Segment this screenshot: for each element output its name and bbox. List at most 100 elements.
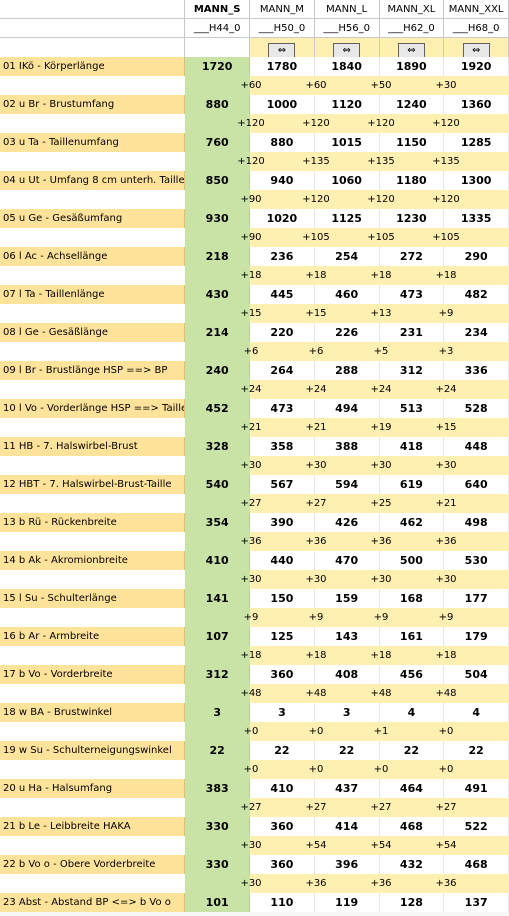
value-cell-xl[interactable]: 1150 <box>379 133 445 152</box>
value-cell-s[interactable]: 354 <box>185 513 251 532</box>
value-cell-xxl[interactable]: 137 <box>444 893 509 912</box>
value-cell-s[interactable]: 330 <box>185 817 251 836</box>
value-cell-s[interactable]: 760 <box>185 133 251 152</box>
arrow-button-l[interactable]: ⇔ <box>333 43 361 57</box>
value-cell-s[interactable]: 141 <box>185 589 251 608</box>
value-cell-l[interactable]: 1125 <box>314 209 380 228</box>
value-cell-s[interactable]: 101 <box>185 893 251 912</box>
value-cell-s[interactable]: 3 <box>185 703 251 722</box>
value-cell-xxl[interactable]: 4 <box>444 703 509 722</box>
value-cell-xl[interactable]: 128 <box>379 893 445 912</box>
value-cell-s[interactable]: 410 <box>185 551 251 570</box>
value-cell-s[interactable]: 22 <box>185 741 251 760</box>
value-cell-xxl[interactable]: 448 <box>444 437 509 456</box>
value-cell-m[interactable]: 473 <box>250 399 315 418</box>
value-cell-s[interactable]: 1720 <box>185 57 251 76</box>
value-cell-xxl[interactable]: 1300 <box>444 171 509 190</box>
value-cell-xl[interactable]: 468 <box>379 817 445 836</box>
value-cell-l[interactable]: 1060 <box>314 171 380 190</box>
value-cell-s[interactable]: 930 <box>185 209 251 228</box>
value-cell-m[interactable]: 1000 <box>250 95 315 114</box>
value-cell-xl[interactable]: 513 <box>379 399 445 418</box>
value-cell-xl[interactable]: 473 <box>379 285 445 304</box>
value-cell-s[interactable]: 850 <box>185 171 251 190</box>
value-cell-l[interactable]: 470 <box>314 551 380 570</box>
value-cell-l[interactable]: 414 <box>314 817 380 836</box>
value-cell-xxl[interactable]: 640 <box>444 475 509 494</box>
value-cell-xl[interactable]: 432 <box>379 855 445 874</box>
value-cell-m[interactable]: 360 <box>250 665 315 684</box>
value-cell-m[interactable]: 567 <box>250 475 315 494</box>
value-cell-s[interactable]: 452 <box>185 399 251 418</box>
value-cell-s[interactable]: 430 <box>185 285 251 304</box>
value-cell-xxl[interactable]: 22 <box>444 741 509 760</box>
value-cell-m[interactable]: 264 <box>250 361 315 380</box>
value-cell-s[interactable]: 383 <box>185 779 251 798</box>
value-cell-s[interactable]: 328 <box>185 437 251 456</box>
value-cell-xxl[interactable]: 1335 <box>444 209 509 228</box>
value-cell-xl[interactable]: 1180 <box>379 171 445 190</box>
value-cell-m[interactable]: 360 <box>250 855 315 874</box>
value-cell-xxl[interactable]: 530 <box>444 551 509 570</box>
value-cell-xl[interactable]: 4 <box>379 703 445 722</box>
value-cell-xxl[interactable]: 528 <box>444 399 509 418</box>
value-cell-s[interactable]: 107 <box>185 627 251 646</box>
size-header-xxl[interactable]: MANN_XXL <box>444 0 509 19</box>
value-cell-s[interactable]: 880 <box>185 95 251 114</box>
size-header-l[interactable]: MANN_L <box>314 0 380 19</box>
value-cell-xl[interactable]: 272 <box>379 247 445 266</box>
value-cell-xl[interactable]: 418 <box>379 437 445 456</box>
value-cell-m[interactable]: 236 <box>250 247 315 266</box>
value-cell-xxl[interactable]: 504 <box>444 665 509 684</box>
arrow-button-m[interactable]: ⇔ <box>268 43 296 57</box>
value-cell-xxl[interactable]: 179 <box>444 627 509 646</box>
value-cell-s[interactable]: 214 <box>185 323 251 342</box>
value-cell-l[interactable]: 22 <box>314 741 380 760</box>
value-cell-l[interactable]: 494 <box>314 399 380 418</box>
value-cell-m[interactable]: 3 <box>250 703 315 722</box>
value-cell-m[interactable]: 1780 <box>250 57 315 76</box>
value-cell-s[interactable]: 540 <box>185 475 251 494</box>
value-cell-m[interactable]: 358 <box>250 437 315 456</box>
value-cell-xl[interactable]: 1890 <box>379 57 445 76</box>
size-header-m[interactable]: MANN_M <box>250 0 315 19</box>
value-cell-m[interactable]: 150 <box>250 589 315 608</box>
value-cell-xxl[interactable]: 491 <box>444 779 509 798</box>
value-cell-s[interactable]: 218 <box>185 247 251 266</box>
value-cell-xl[interactable]: 619 <box>379 475 445 494</box>
value-cell-l[interactable]: 288 <box>314 361 380 380</box>
value-cell-l[interactable]: 460 <box>314 285 380 304</box>
value-cell-s[interactable]: 330 <box>185 855 251 874</box>
value-cell-l[interactable]: 437 <box>314 779 380 798</box>
value-cell-m[interactable]: 940 <box>250 171 315 190</box>
value-cell-xl[interactable]: 462 <box>379 513 445 532</box>
value-cell-xxl[interactable]: 498 <box>444 513 509 532</box>
value-cell-m[interactable]: 390 <box>250 513 315 532</box>
value-cell-xxl[interactable]: 290 <box>444 247 509 266</box>
value-cell-l[interactable]: 388 <box>314 437 380 456</box>
value-cell-m[interactable]: 125 <box>250 627 315 646</box>
value-cell-xxl[interactable]: 522 <box>444 817 509 836</box>
value-cell-xxl[interactable]: 482 <box>444 285 509 304</box>
value-cell-m[interactable]: 1020 <box>250 209 315 228</box>
value-cell-m[interactable]: 220 <box>250 323 315 342</box>
value-cell-xl[interactable]: 456 <box>379 665 445 684</box>
value-cell-m[interactable]: 22 <box>250 741 315 760</box>
value-cell-xxl[interactable]: 177 <box>444 589 509 608</box>
value-cell-l[interactable]: 396 <box>314 855 380 874</box>
value-cell-m[interactable]: 360 <box>250 817 315 836</box>
value-cell-m[interactable]: 110 <box>250 893 315 912</box>
value-cell-s[interactable]: 312 <box>185 665 251 684</box>
value-cell-m[interactable]: 445 <box>250 285 315 304</box>
arrow-button-xl[interactable]: ⇔ <box>397 43 425 57</box>
arrow-button-xxl[interactable]: ⇔ <box>462 43 490 57</box>
value-cell-l[interactable]: 119 <box>314 893 380 912</box>
value-cell-xxl[interactable]: 1360 <box>444 95 509 114</box>
size-header-s[interactable]: MANN_S <box>185 0 251 19</box>
value-cell-l[interactable]: 254 <box>314 247 380 266</box>
value-cell-l[interactable]: 408 <box>314 665 380 684</box>
value-cell-s[interactable]: 240 <box>185 361 251 380</box>
value-cell-l[interactable]: 1015 <box>314 133 380 152</box>
value-cell-xl[interactable]: 168 <box>379 589 445 608</box>
value-cell-l[interactable]: 226 <box>314 323 380 342</box>
